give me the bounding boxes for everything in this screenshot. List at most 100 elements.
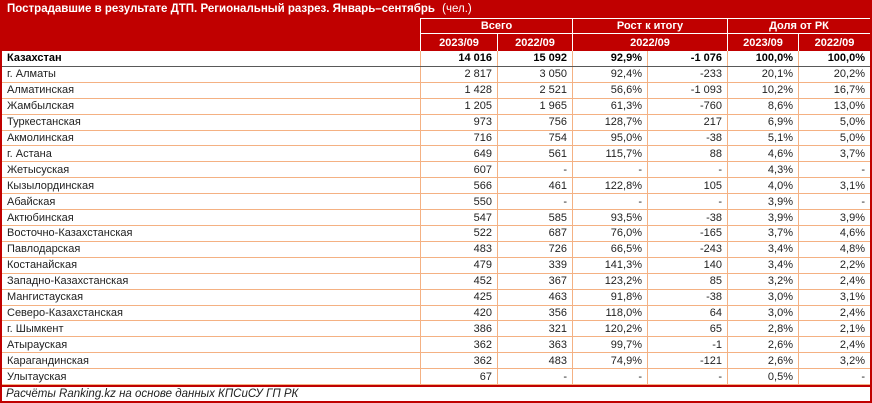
value-cell: 66,5% (572, 241, 647, 257)
subcolumn-total-2022: 2022/09 (497, 34, 572, 51)
value-cell: 2,4% (798, 273, 870, 289)
value-cell: 1 205 (420, 98, 497, 114)
value-cell: 4,6% (727, 146, 798, 162)
value-cell: 5,0% (798, 114, 870, 130)
value-cell: 367 (497, 273, 572, 289)
value-cell: 386 (420, 321, 497, 337)
value-cell: 3,9% (798, 210, 870, 225)
value-cell: -243 (647, 241, 727, 257)
value-cell: 4,0% (727, 178, 798, 194)
value-cell: 2,4% (798, 305, 870, 321)
region-cell: Костанайская (7, 259, 78, 272)
value-cell: 452 (420, 273, 497, 289)
value-cell: 3,4% (727, 257, 798, 273)
value-cell: 20,2% (798, 66, 870, 82)
column-group-total: Всего (420, 18, 572, 34)
value-cell: 585 (497, 210, 572, 225)
value-cell: -165 (647, 225, 727, 241)
table-row: Абайская 550 - - - 3,9% - (2, 194, 870, 211)
value-cell: 2,6% (727, 337, 798, 353)
value-cell: 0,5% (727, 369, 798, 385)
value-cell: 61,3% (572, 98, 647, 114)
value-cell: 115,7% (572, 146, 647, 162)
subcolumn-share-2023: 2023/09 (727, 34, 798, 51)
value-cell: 479 (420, 257, 497, 273)
value-cell: 362 (420, 337, 497, 353)
value-cell: 3,2% (798, 353, 870, 369)
value-cell: 3,0% (727, 289, 798, 305)
value-cell: -38 (647, 289, 727, 305)
table-row: Костанайская 479 339 141,3% 140 3,4% 2,2… (2, 257, 870, 274)
region-cell: Алматинская (7, 84, 75, 97)
region-cell: Атырауская (7, 338, 68, 351)
value-cell: 95,0% (572, 130, 647, 146)
table-row: Северо-Казахстанская 420 356 118,0% 64 3… (2, 305, 870, 322)
value-cell: 550 (420, 194, 497, 210)
value-cell: 100,0% (727, 51, 798, 66)
source-note-text: Расчёты Ranking.kz на основе данных КПСи… (6, 388, 299, 400)
value-cell: 100,0% (798, 51, 870, 66)
value-cell: 2 817 (420, 66, 497, 82)
report-title-unit: (чел.) (442, 3, 472, 15)
value-cell: 362 (420, 353, 497, 369)
value-cell: - (497, 194, 572, 210)
region-cell: Мангистауская (7, 291, 84, 304)
value-cell: 3,7% (798, 146, 870, 162)
value-cell: 754 (497, 130, 572, 146)
region-cell: Восточно-Казахстанская (7, 227, 133, 240)
value-cell: - (798, 194, 870, 210)
value-cell: 91,8% (572, 289, 647, 305)
report-title-text: Пострадавшие в результате ДТП. Региональ… (7, 3, 435, 15)
value-cell: 1 428 (420, 82, 497, 98)
table-row: Жамбылская 1 205 1 965 61,3% -760 8,6% 1… (2, 98, 870, 115)
table-row: Мангистауская 425 463 91,8% -38 3,0% 3,1… (2, 289, 870, 306)
value-cell: - (572, 162, 647, 178)
table-row: Карагандинская 362 483 74,9% -121 2,6% 3… (2, 353, 870, 370)
value-cell: -1 093 (647, 82, 727, 98)
value-cell: -121 (647, 353, 727, 369)
region-cell: Туркестанская (7, 116, 81, 129)
value-cell: 687 (497, 225, 572, 241)
value-cell: 217 (647, 114, 727, 130)
value-cell: 483 (497, 353, 572, 369)
region-cell: Кызылординская (7, 179, 95, 192)
value-cell: 1 965 (497, 98, 572, 114)
table-body: Казахстан 14 016 15 092 92,9% -1 076 100… (2, 51, 870, 386)
region-cell: Актюбинская (7, 211, 74, 224)
value-cell: 3,1% (798, 289, 870, 305)
value-cell: 99,7% (572, 337, 647, 353)
table-row: Атырауская 362 363 99,7% -1 2,6% 2,4% (2, 337, 870, 354)
table-row: Улытауская 67 - - - 0,5% - (2, 369, 870, 386)
value-cell: 93,5% (572, 210, 647, 225)
table-row: Жетысуская 607 - - - 4,3% - (2, 162, 870, 179)
region-cell: Карагандинская (7, 354, 89, 367)
region-cell: г. Шымкент (7, 322, 64, 335)
value-cell: 3,9% (727, 194, 798, 210)
value-cell: 140 (647, 257, 727, 273)
value-cell: 14 016 (420, 51, 497, 66)
value-cell: -233 (647, 66, 727, 82)
value-cell: -38 (647, 210, 727, 225)
value-cell: 92,4% (572, 66, 647, 82)
value-cell: 339 (497, 257, 572, 273)
value-cell: 420 (420, 305, 497, 321)
region-cell: Жамбылская (7, 100, 75, 113)
region-cell: Акмолинская (7, 131, 74, 144)
value-cell: 74,9% (572, 353, 647, 369)
table-row: Восточно-Казахстанская 522 687 76,0% -16… (2, 225, 870, 242)
region-cell: Западно-Казахстанская (7, 275, 129, 288)
value-cell: 483 (420, 241, 497, 257)
value-cell: 64 (647, 305, 727, 321)
value-cell: 122,8% (572, 178, 647, 194)
value-cell: 13,0% (798, 98, 870, 114)
value-cell: 123,2% (572, 273, 647, 289)
table-row: г. Астана 649 561 115,7% 88 4,6% 3,7% (2, 146, 870, 163)
value-cell: 15 092 (497, 51, 572, 66)
table-row: Западно-Казахстанская 452 367 123,2% 85 … (2, 273, 870, 290)
value-cell: 3,7% (727, 225, 798, 241)
value-cell: 85 (647, 273, 727, 289)
value-cell: 6,9% (727, 114, 798, 130)
value-cell: 4,8% (798, 241, 870, 257)
table-row: Акмолинская 716 754 95,0% -38 5,1% 5,0% (2, 130, 870, 147)
